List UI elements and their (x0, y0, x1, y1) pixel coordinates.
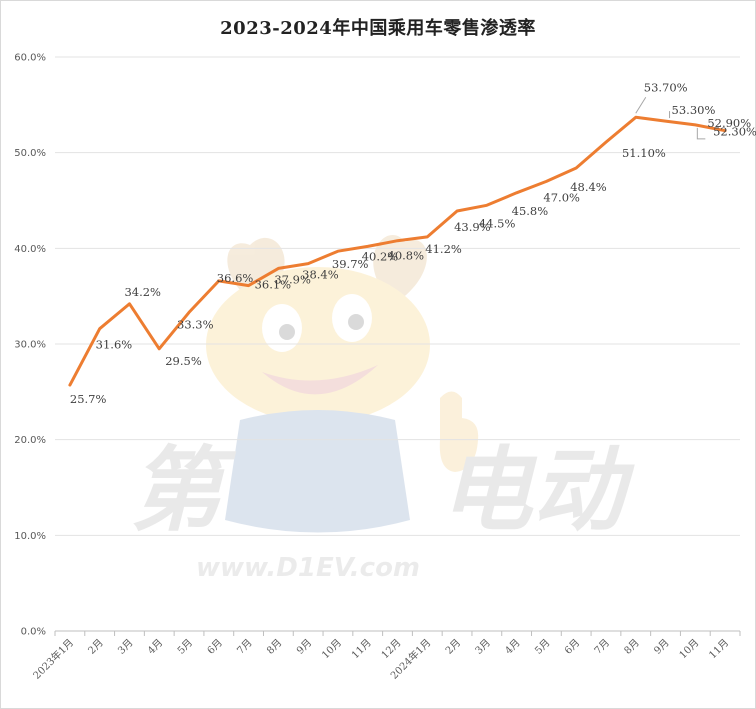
mascot-pupil-left (279, 324, 295, 340)
y-tick-label: 20.0% (14, 435, 46, 446)
data-label: 47.0% (543, 190, 580, 204)
label-leader-line (635, 97, 647, 114)
x-tick-label: 6月 (205, 637, 225, 657)
data-label: 51.10% (622, 146, 666, 160)
x-tick-label: 3月 (116, 637, 136, 657)
x-tick-label: 2023年1月 (30, 636, 76, 682)
data-label: 34.2% (124, 285, 161, 299)
x-tick-label: 7月 (235, 637, 255, 657)
mascot-body (225, 410, 410, 533)
data-label: 37.9% (274, 272, 311, 286)
data-label: 44.5% (479, 216, 516, 230)
x-tick-label: 10月 (319, 637, 344, 662)
x-tick-label: 9月 (294, 637, 314, 657)
y-tick-label: 50.0% (14, 148, 46, 159)
x-tick-label: 10月 (677, 637, 702, 662)
x-tick-label: 8月 (622, 637, 642, 657)
chart-title: 2023-2024年中国乘用车零售渗透率 (220, 18, 536, 39)
x-tick-label: 12月 (379, 637, 404, 662)
watermark-text-number: 1 (282, 437, 345, 542)
data-label: 31.6% (96, 338, 133, 352)
y-tick-label: 60.0% (14, 53, 46, 64)
y-tick-label: 0.0% (21, 627, 46, 638)
y-tick-label: 10.0% (14, 531, 46, 542)
data-label: 52.30% (713, 125, 756, 139)
watermark-url: www.D1EV.com (196, 553, 420, 583)
data-label: 40.2% (362, 249, 399, 263)
x-tick-label: 5月 (175, 637, 195, 657)
mascot-eye-left (262, 304, 302, 352)
x-tick-label: 3月 (473, 637, 493, 657)
x-tick-label: 11月 (349, 637, 374, 662)
watermark: 第 1 电动 www.D1EV.com (130, 235, 635, 583)
mascot-thumb (439, 391, 479, 472)
y-tick-label: 30.0% (14, 340, 46, 351)
data-label: 41.2% (425, 242, 462, 256)
data-label: 39.7% (332, 257, 369, 271)
data-label: 36.1% (255, 278, 292, 292)
data-label: 25.7% (70, 392, 107, 406)
x-tick-label: 9月 (652, 637, 672, 657)
series-line (68, 115, 727, 387)
data-label: 40.8% (388, 249, 425, 263)
data-label: 48.4% (570, 180, 607, 194)
data-label: 53.70% (644, 80, 688, 94)
label-leader-line (696, 127, 706, 140)
mascot-eye-right (332, 294, 372, 342)
mascot-mouth (262, 365, 378, 395)
data-label: 43.9% (454, 220, 491, 234)
watermark-text-right: 电动 (440, 437, 635, 544)
x-tick-label: 11月 (707, 637, 732, 662)
data-label: 53.30% (672, 103, 716, 117)
x-tick-label: 7月 (592, 637, 612, 657)
data-label: 52.90% (707, 116, 751, 130)
data-label: 36.6% (217, 271, 254, 285)
x-tick-label: 5月 (532, 637, 552, 657)
data-label: 29.5% (165, 354, 202, 368)
x-tick-label: 4月 (145, 637, 165, 657)
x-tick-label: 8月 (264, 637, 284, 657)
x-tick-label: 2月 (443, 637, 463, 657)
x-tick-label: 2月 (86, 637, 106, 657)
watermark-text-left: 第 (130, 437, 237, 544)
y-tick-label: 40.0% (14, 244, 46, 255)
x-tick-label: 6月 (562, 637, 582, 657)
mascot-pupil-right (348, 314, 364, 330)
mascot-antler-right (373, 235, 427, 300)
data-label: 45.8% (512, 204, 549, 218)
data-label: 38.4% (302, 268, 339, 282)
x-tick-label: 4月 (503, 637, 523, 657)
data-label: 33.3% (177, 317, 214, 331)
mascot-head (206, 267, 430, 423)
